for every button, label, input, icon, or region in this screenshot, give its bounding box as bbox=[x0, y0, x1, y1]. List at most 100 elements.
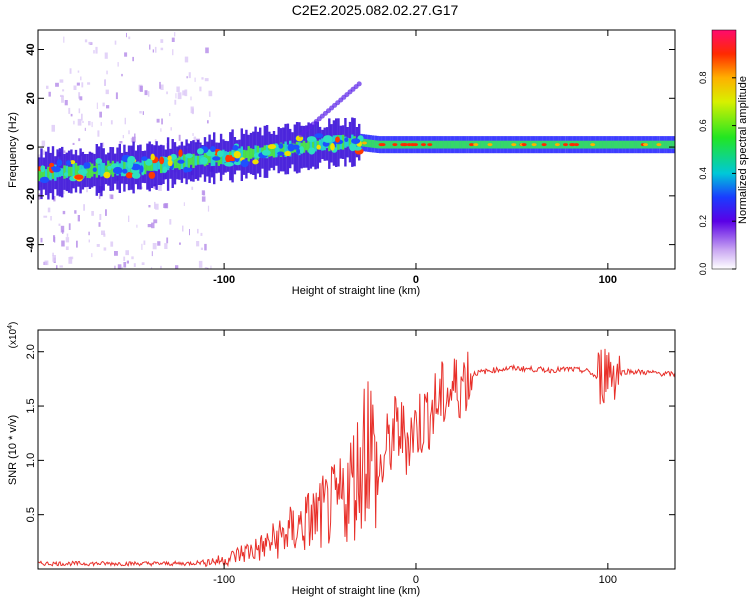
spectrogram-speckle bbox=[81, 113, 83, 121]
spectrogram-core bbox=[155, 160, 158, 172]
spectrogram-core bbox=[153, 161, 156, 171]
spectrogram-speckle bbox=[87, 269, 89, 275]
spectrogram-core bbox=[567, 140, 570, 149]
spectrogram-core bbox=[321, 138, 324, 151]
spectrogram-speckle bbox=[69, 256, 74, 260]
spectrogram-speckle bbox=[160, 84, 164, 90]
spectrogram-speckle bbox=[110, 241, 114, 247]
spectrogram-speckle bbox=[62, 89, 65, 92]
spectrogram-speckle bbox=[79, 96, 83, 101]
spectrogram-core bbox=[54, 164, 57, 181]
spectrogram-blob bbox=[233, 151, 241, 159]
spectrogram-core bbox=[636, 140, 639, 149]
spectrogram-speckle bbox=[65, 246, 69, 250]
spectrogram-core bbox=[120, 160, 124, 177]
spectrogram-blob bbox=[278, 143, 284, 149]
colorbar-tick-label: 0.8 bbox=[698, 72, 708, 85]
spectrogram-speckle bbox=[114, 265, 116, 269]
spectrogram-speckle bbox=[103, 233, 106, 237]
spectrogram-blob bbox=[127, 161, 134, 169]
spectrogram-speckle bbox=[159, 81, 161, 89]
spectrogram-speckle bbox=[64, 100, 68, 106]
spectrogram-core bbox=[498, 140, 501, 149]
spectrogram-blob bbox=[322, 135, 333, 143]
spectrogram-core bbox=[61, 168, 64, 176]
spectrogram-speckle bbox=[200, 247, 203, 250]
spectrogram-core bbox=[625, 140, 628, 149]
spectrogram-speckle bbox=[191, 186, 194, 190]
spectrogram-speckle bbox=[110, 194, 114, 200]
spectrogram-core bbox=[491, 140, 494, 149]
spectrogram-speckle bbox=[91, 211, 94, 216]
spectrogram-core bbox=[503, 140, 506, 149]
spectrogram-core bbox=[162, 156, 165, 173]
spectrogram-speckle bbox=[136, 224, 138, 228]
spectrogram-speckle bbox=[207, 267, 209, 269]
spectrogram-core bbox=[602, 140, 605, 149]
spectrogram-hotspot bbox=[406, 143, 412, 147]
spectrogram-core bbox=[599, 140, 603, 149]
spectrogram-core bbox=[86, 162, 89, 178]
spectrogram-blob bbox=[252, 159, 259, 165]
spectrogram-hotspot bbox=[541, 143, 547, 147]
spectrogram-blob bbox=[240, 159, 249, 168]
spectrogram-blob bbox=[351, 138, 361, 145]
spectrogram-core bbox=[88, 162, 92, 179]
spectrogram-speckle bbox=[84, 127, 86, 131]
snr-scale-label: (x104) bbox=[7, 322, 19, 349]
spectrogram-speckle bbox=[184, 56, 189, 63]
spectrogram-speckle bbox=[101, 230, 105, 235]
spectrogram-speckle bbox=[68, 223, 71, 230]
spectrogram-speckle bbox=[78, 108, 81, 114]
spectrogram-core bbox=[447, 140, 451, 149]
spectrogram-core bbox=[58, 167, 62, 177]
spectrogram-blob bbox=[107, 165, 112, 171]
spectrogram-core bbox=[240, 146, 243, 164]
spectrogram-hotspot bbox=[563, 143, 568, 147]
spectrogram-speckle bbox=[152, 49, 154, 53]
spectrogram-hotspot bbox=[521, 143, 527, 147]
spectrogram-ytick-label: 40 bbox=[25, 43, 37, 55]
spectrogram-blob bbox=[177, 159, 185, 164]
spectrogram-blob bbox=[167, 155, 172, 161]
spectrogram-core bbox=[252, 149, 255, 158]
spectrogram-core bbox=[346, 137, 349, 147]
spectrogram-core bbox=[143, 159, 147, 175]
spectrogram-core bbox=[496, 140, 499, 149]
spectrogram-core bbox=[194, 155, 197, 166]
spectrogram-speckle bbox=[128, 215, 130, 222]
spectrogram-blob bbox=[299, 146, 304, 154]
spectrogram-core bbox=[148, 162, 151, 171]
spectrogram-speckle bbox=[98, 192, 101, 199]
spectrogram-speckle bbox=[76, 82, 80, 86]
spectrogram-core bbox=[279, 142, 283, 157]
spectrogram-core bbox=[330, 136, 333, 150]
spectrogram-speckle bbox=[81, 82, 84, 88]
spectrogram-core bbox=[222, 149, 225, 165]
spectrogram-blob bbox=[39, 176, 50, 184]
spectrogram-core bbox=[611, 140, 614, 149]
spectrogram-core bbox=[438, 140, 441, 149]
spectrogram-speckle bbox=[99, 111, 102, 118]
spectrogram-blob bbox=[212, 156, 221, 161]
spectrogram-hotspot bbox=[487, 143, 493, 147]
spectrogram-hotspot bbox=[569, 143, 575, 147]
spectrogram-speckle bbox=[88, 239, 90, 243]
spectrogram-xtick-label: 100 bbox=[599, 274, 617, 286]
spectrogram-core bbox=[385, 140, 389, 149]
spectrogram-speckle bbox=[60, 225, 65, 233]
spectrogram-speckle bbox=[208, 90, 213, 97]
spectrogram-core bbox=[595, 140, 598, 149]
spectrogram-speckle bbox=[50, 216, 52, 221]
spectrogram-speckle bbox=[204, 267, 208, 269]
spectrogram-speckle bbox=[62, 229, 64, 234]
spectrogram-core bbox=[664, 140, 667, 149]
spectrogram-core bbox=[44, 169, 48, 178]
spectrogram-speckle bbox=[77, 118, 82, 126]
spectrogram-blob bbox=[267, 144, 277, 150]
spectrogram-core bbox=[164, 157, 167, 172]
spectrogram-speckle bbox=[189, 229, 190, 236]
spectrogram-blob bbox=[277, 151, 285, 156]
spectrogram-hotspot bbox=[469, 143, 474, 147]
